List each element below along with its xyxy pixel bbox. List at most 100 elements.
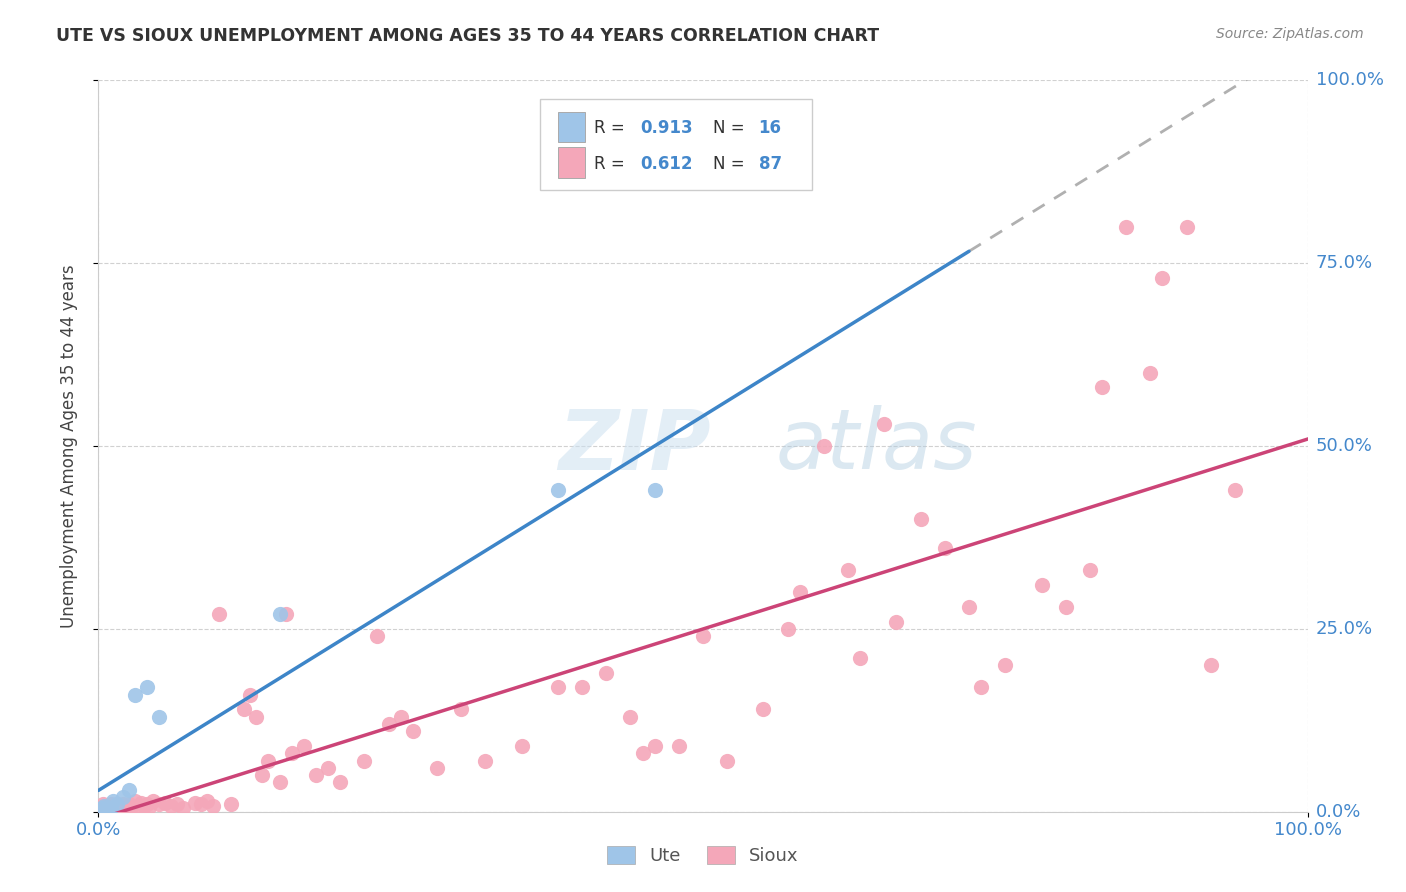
Text: 100.0%: 100.0% <box>1316 71 1384 89</box>
FancyBboxPatch shape <box>558 112 585 143</box>
Point <box>1175 219 1198 234</box>
Point <box>366 629 388 643</box>
Text: 0.612: 0.612 <box>640 155 693 173</box>
Text: UTE VS SIOUX UNEMPLOYMENT AMONG AGES 35 TO 44 YEARS CORRELATION CHART: UTE VS SIOUX UNEMPLOYMENT AMONG AGES 35 … <box>56 27 879 45</box>
Point <box>129 796 152 810</box>
Point <box>292 739 315 753</box>
Point <box>107 800 129 814</box>
Point <box>221 797 243 812</box>
Point <box>886 615 908 629</box>
Y-axis label: Unemployment Among Ages 35 to 44 years: Unemployment Among Ages 35 to 44 years <box>59 264 77 628</box>
Point <box>716 754 738 768</box>
Point <box>148 797 170 812</box>
Point <box>547 681 569 695</box>
Point <box>353 754 375 768</box>
Text: 16: 16 <box>759 119 782 136</box>
Point <box>474 754 496 768</box>
Text: 50.0%: 50.0% <box>1316 437 1372 455</box>
Point <box>1223 483 1246 497</box>
Text: ZIP: ZIP <box>558 406 710 486</box>
Point <box>305 768 328 782</box>
Point <box>269 775 291 789</box>
Text: Source: ZipAtlas.com: Source: ZipAtlas.com <box>1216 27 1364 41</box>
Point <box>93 798 115 813</box>
Text: R =: R = <box>595 119 630 136</box>
Point <box>316 761 339 775</box>
Point <box>108 798 131 813</box>
Point <box>934 541 956 556</box>
Point <box>426 761 449 775</box>
Point <box>256 754 278 768</box>
Point <box>250 768 273 782</box>
Point <box>1091 380 1114 394</box>
Point <box>124 688 146 702</box>
Point <box>970 681 993 695</box>
Text: 87: 87 <box>759 155 782 173</box>
Point <box>184 796 207 810</box>
Point <box>101 798 124 813</box>
Text: 0.913: 0.913 <box>640 119 693 136</box>
Point <box>239 688 262 702</box>
Point <box>142 794 165 808</box>
Point <box>329 775 352 789</box>
FancyBboxPatch shape <box>540 99 811 190</box>
Point <box>813 439 835 453</box>
Point <box>1115 219 1137 234</box>
Text: N =: N = <box>713 155 749 173</box>
FancyBboxPatch shape <box>558 147 585 178</box>
Point <box>644 739 666 753</box>
Point <box>910 512 932 526</box>
Point <box>134 798 156 813</box>
Point <box>957 599 980 614</box>
Point <box>631 746 654 760</box>
Text: atlas: atlas <box>776 406 977 486</box>
Point <box>1031 578 1053 592</box>
Point <box>118 782 141 797</box>
Point <box>100 797 122 812</box>
Point <box>97 799 120 814</box>
Point <box>91 801 114 815</box>
Point <box>389 709 412 723</box>
Point <box>595 665 617 680</box>
Point <box>135 797 157 812</box>
Point <box>619 709 641 723</box>
Point <box>202 798 225 813</box>
Point <box>1054 599 1077 614</box>
Point <box>138 799 160 814</box>
Point <box>93 798 115 813</box>
Point <box>873 417 896 431</box>
Point <box>148 709 170 723</box>
Point <box>172 801 194 815</box>
Point <box>1078 563 1101 577</box>
Point <box>118 797 141 812</box>
Point <box>1199 658 1222 673</box>
Point <box>849 651 872 665</box>
Point <box>377 717 399 731</box>
Point <box>208 607 231 622</box>
Point <box>94 803 117 817</box>
Text: N =: N = <box>713 119 749 136</box>
Point <box>101 794 124 808</box>
Point <box>94 801 117 815</box>
Point <box>105 797 128 812</box>
Point <box>100 803 122 817</box>
Point <box>752 702 775 716</box>
Point <box>274 607 297 622</box>
Point <box>644 483 666 497</box>
Point <box>153 796 176 810</box>
Point <box>402 724 425 739</box>
Point <box>111 790 134 805</box>
Point <box>91 797 114 812</box>
Point <box>281 746 304 760</box>
Text: R =: R = <box>595 155 630 173</box>
Point <box>789 585 811 599</box>
Point <box>121 798 143 813</box>
Point <box>1139 366 1161 380</box>
Point <box>994 658 1017 673</box>
Point <box>98 801 121 815</box>
Legend: Ute, Sioux: Ute, Sioux <box>600 838 806 872</box>
Point <box>1152 270 1174 285</box>
Point <box>96 800 118 814</box>
Point <box>668 739 690 753</box>
Point <box>190 797 212 812</box>
